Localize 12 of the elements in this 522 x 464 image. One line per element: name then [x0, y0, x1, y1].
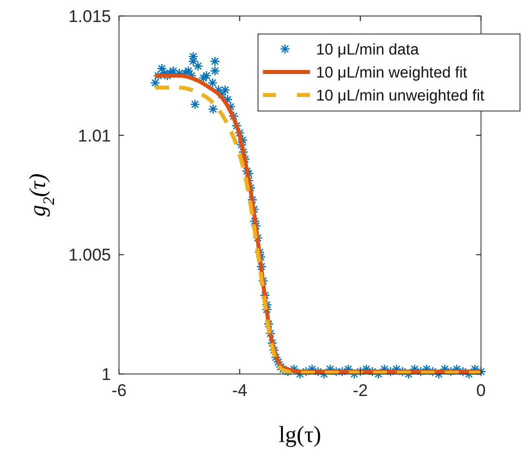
x-tick-label: -2 — [352, 381, 368, 400]
legend-label: 10 μL/min data — [316, 41, 420, 58]
y-tick-label: 1.015 — [68, 6, 111, 26]
legend-label: 10 μL/min unweighted fit — [316, 87, 486, 104]
y-tick-label: 1 — [102, 364, 111, 384]
x-tick-label: -6 — [111, 381, 127, 400]
x-axis-title: lg(τ) — [278, 422, 322, 447]
x-tick-label: -4 — [232, 381, 248, 400]
y-tick-label: 1.005 — [68, 246, 111, 265]
legend-label: 10 μL/min weighted fit — [316, 64, 468, 82]
y-tick-label: 1.01 — [78, 126, 111, 146]
x-tick-label: 0 — [476, 381, 486, 400]
